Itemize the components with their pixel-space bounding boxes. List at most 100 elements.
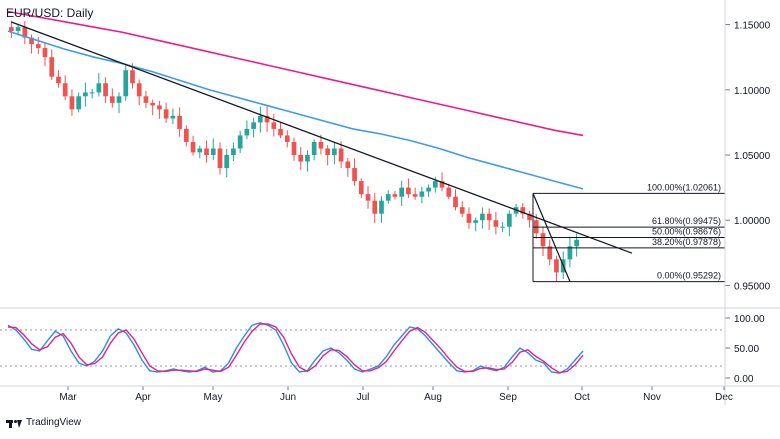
candle: [197, 145, 203, 159]
stochastic-reference-lines: [0, 329, 725, 367]
candle: [325, 145, 331, 166]
candle-body: [332, 148, 337, 155]
candle: [305, 150, 310, 172]
price-pane: 100.00%(1.02061) 61.80%(0.99475)50.00%(0.…: [7, 10, 771, 292]
candle-body: [426, 187, 431, 192]
candle-body: [554, 259, 559, 273]
candle-body: [150, 102, 156, 106]
candle-body: [83, 92, 88, 97]
candle-body: [567, 246, 573, 260]
candle: [271, 113, 277, 137]
candle: [96, 73, 102, 97]
candle-body: [210, 148, 216, 155]
candle-body: [15, 27, 21, 32]
candle-body: [264, 115, 270, 123]
candle-body: [217, 148, 223, 169]
time-tick-label: Mar: [59, 392, 77, 403]
candle-body: [29, 37, 34, 45]
candle-body: [385, 194, 391, 201]
candle-body: [35, 44, 41, 49]
time-tick-label: Jun: [280, 392, 296, 403]
candle: [298, 147, 304, 170]
candle-body: [399, 187, 405, 197]
candle-body: [358, 181, 364, 195]
candle-body: [197, 148, 203, 153]
candle: [56, 70, 61, 88]
candle-body: [204, 148, 209, 155]
candle: [379, 196, 384, 223]
candle-body: [190, 141, 196, 153]
candle: [29, 34, 34, 54]
candle: [143, 90, 149, 109]
time-tick-label: May: [204, 392, 223, 403]
candle-body: [527, 213, 532, 221]
downtrend-line: [11, 21, 633, 254]
candle-body: [325, 148, 331, 155]
candle-body: [318, 141, 324, 149]
price-axis: 1.15000 1.10000 1.05000 1.00000 0.95000: [725, 21, 771, 292]
moving-averages: [7, 10, 584, 190]
tradingview-logo-icon: [6, 418, 22, 428]
candle: [311, 139, 317, 161]
time-tick-label: Nov: [643, 392, 661, 403]
time-tick-label: Dec: [715, 392, 733, 403]
candle-body: [56, 76, 61, 84]
candle-body: [486, 213, 492, 221]
candle: [426, 184, 431, 197]
candle: [520, 203, 526, 219]
candle: [318, 134, 324, 155]
stochastic-d-line: [7, 323, 584, 374]
candle: [109, 88, 115, 108]
candle-body: [89, 92, 95, 94]
candle: [345, 157, 351, 177]
candle-body: [298, 155, 304, 162]
candle: [69, 89, 75, 116]
candle: [392, 190, 398, 200]
time-axis: Mar Apr May Jun Jul Aug Sep Oct Nov Dec: [59, 386, 733, 403]
candle-body: [163, 109, 169, 119]
candle: [62, 75, 68, 101]
candle: [527, 210, 532, 228]
candle: [567, 236, 573, 268]
candle: [453, 189, 458, 211]
candle-body: [338, 148, 344, 162]
candle: [459, 201, 465, 218]
time-tick-label: Jul: [357, 392, 370, 403]
time-tick-label: Oct: [574, 392, 590, 403]
candle-body: [547, 246, 553, 260]
candle-body: [466, 213, 472, 223]
candle: [480, 207, 485, 229]
candle: [150, 99, 156, 116]
candle: [217, 142, 223, 175]
candle-body: [365, 194, 371, 201]
candle: [177, 107, 182, 137]
candle-body: [109, 96, 115, 103]
candle-body: [305, 155, 310, 162]
candle: [123, 64, 129, 101]
candle-body: [116, 96, 122, 103]
candle: [224, 148, 230, 178]
candlestick-series: [9, 20, 579, 283]
candle: [237, 130, 243, 153]
candle: [264, 106, 270, 132]
fib-level-label: 100.00%(1.02061): [647, 182, 721, 192]
candle-body: [170, 115, 176, 119]
candle-body: [183, 128, 189, 142]
candle: [493, 211, 499, 235]
candle-body: [62, 83, 68, 97]
tradingview-footer[interactable]: TradingView: [6, 417, 81, 428]
candle-body: [224, 155, 230, 169]
candle: [190, 135, 196, 156]
candle: [385, 190, 391, 204]
candle: [204, 140, 209, 163]
candle-body: [392, 194, 398, 197]
fibonacci-retracement: 100.00%(1.02061) 61.80%(0.99475)50.00%(0.…: [532, 182, 725, 283]
candle: [332, 142, 337, 165]
candle: [116, 92, 122, 114]
candle: [419, 186, 425, 204]
candle: [284, 130, 290, 148]
candle: [163, 103, 169, 123]
candle-body: [311, 141, 317, 155]
candle-body: [130, 70, 135, 84]
